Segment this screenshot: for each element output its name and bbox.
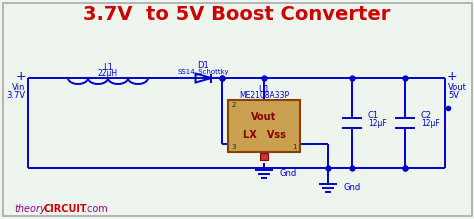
Text: .com: .com (84, 204, 108, 214)
Text: +: + (15, 69, 26, 83)
Text: Vout: Vout (251, 112, 277, 122)
Bar (260, 153, 268, 160)
Text: 5V: 5V (448, 90, 459, 99)
Text: 12μF: 12μF (421, 118, 440, 127)
Text: SS14_Schottky: SS14_Schottky (178, 69, 229, 75)
Text: C1: C1 (368, 111, 379, 120)
Text: 3.7V: 3.7V (6, 90, 25, 99)
Text: CIRCUIT: CIRCUIT (44, 204, 88, 214)
Text: Vout: Vout (448, 83, 467, 92)
Text: Gnd: Gnd (280, 168, 297, 178)
Text: 12μF: 12μF (368, 118, 387, 127)
Text: U1: U1 (258, 85, 270, 95)
Text: 3.7V  to 5V Boost Converter: 3.7V to 5V Boost Converter (83, 5, 391, 23)
Text: +: + (447, 69, 457, 83)
Bar (228, 100, 300, 152)
Text: 1: 1 (292, 144, 296, 150)
Text: theory: theory (14, 204, 46, 214)
Text: C2: C2 (421, 111, 432, 120)
Text: D1: D1 (198, 62, 210, 71)
Text: 3: 3 (232, 144, 236, 150)
Text: LX   Vss: LX Vss (243, 130, 285, 140)
Text: L1: L1 (103, 64, 113, 72)
Text: ME2108A33P: ME2108A33P (239, 92, 289, 101)
Text: 22μH: 22μH (98, 69, 118, 78)
Text: Gnd: Gnd (344, 182, 361, 191)
Text: 2: 2 (232, 102, 236, 108)
Text: Vin: Vin (12, 83, 25, 92)
